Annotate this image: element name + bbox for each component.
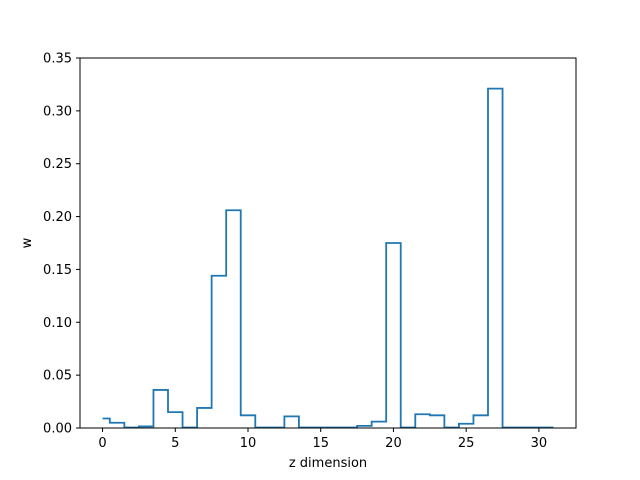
x-axis-label: z dimension bbox=[289, 456, 367, 471]
x-axis-ticks: 0 5 10 15 20 25 30 bbox=[98, 428, 547, 451]
x-tick-label: 30 bbox=[531, 436, 548, 451]
y-axis-label: w bbox=[20, 237, 35, 248]
y-tick-label: 0.25 bbox=[43, 157, 72, 172]
x-tick-label: 5 bbox=[171, 436, 179, 451]
x-tick-label: 15 bbox=[312, 436, 329, 451]
x-tick-label: 20 bbox=[385, 436, 402, 451]
x-tick-label: 25 bbox=[458, 436, 475, 451]
y-tick-label: 0.10 bbox=[43, 316, 72, 331]
y-tick-label: 0.35 bbox=[43, 52, 72, 67]
axes-frame bbox=[79, 57, 577, 429]
y-axis-ticks: 0.00 0.05 0.10 0.15 0.20 0.25 0.30 0.35 bbox=[43, 52, 80, 437]
x-tick-label: 0 bbox=[98, 436, 106, 451]
axes-background bbox=[80, 58, 576, 428]
series-line-0 bbox=[102, 87, 554, 429]
y-tick-label: 0.20 bbox=[43, 210, 72, 225]
series-layer bbox=[102, 87, 554, 429]
x-tick-label: 10 bbox=[240, 436, 257, 451]
plot-area bbox=[79, 57, 577, 429]
y-tick-label: 0.05 bbox=[43, 369, 72, 384]
y-tick-label: 0.30 bbox=[43, 104, 72, 119]
y-tick-label: 0.00 bbox=[43, 422, 72, 437]
y-tick-label: 0.15 bbox=[43, 263, 72, 278]
